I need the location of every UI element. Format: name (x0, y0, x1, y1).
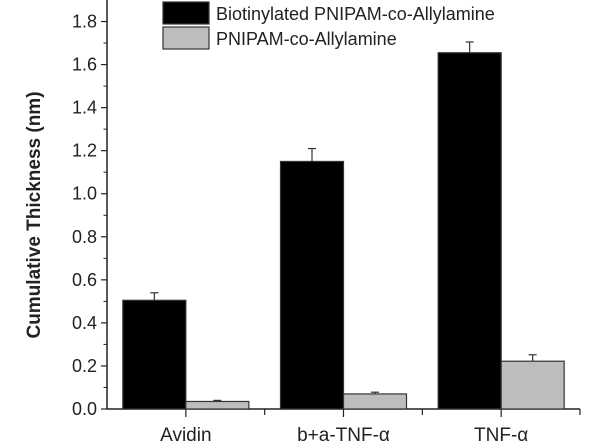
legend-label: PNIPAM-co-Allylamine (216, 29, 397, 49)
y-tick-label: 1.0 (72, 184, 97, 204)
y-tick-label: 1.8 (72, 12, 97, 32)
x-tick-label: TNF-α (474, 425, 528, 446)
y-tick-label: 0.6 (72, 270, 97, 290)
x-tick-label: Avidin (160, 425, 211, 446)
y-tick-label: 1.4 (72, 98, 97, 118)
y-tick-label: 0.8 (72, 227, 97, 247)
y-tick-label: 0.0 (72, 399, 97, 419)
bar (185, 400, 250, 410)
y-tick-label: 0.4 (72, 313, 97, 333)
legend-swatch (162, 1, 210, 25)
y-tick-label: 1.2 (72, 141, 97, 161)
bar (342, 393, 408, 410)
bar (279, 160, 345, 410)
y-axis-label: Cumulative Thickness (nm) (24, 91, 45, 338)
y-tick-label: 1.6 (72, 55, 97, 75)
legend-swatch (162, 26, 210, 50)
bar (500, 360, 565, 410)
bar (122, 299, 187, 410)
x-tick-label: b+a-TNF-α (297, 425, 390, 446)
bar (437, 52, 502, 410)
legend-label: Biotinylated PNIPAM-co-Allylamine (216, 4, 495, 24)
y-tick-label: 0.2 (72, 356, 97, 376)
